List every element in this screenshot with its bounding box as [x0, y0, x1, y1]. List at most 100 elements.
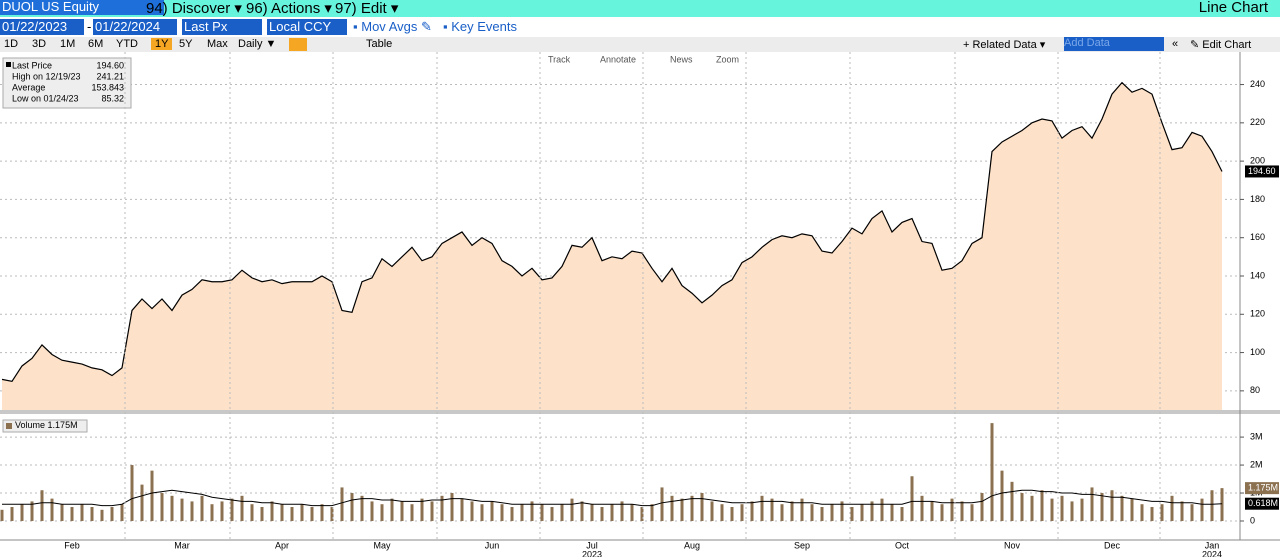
chart-tool[interactable]: Zoom	[716, 54, 739, 64]
chart-tool[interactable]: News	[670, 54, 693, 64]
volume-bar	[90, 507, 94, 521]
chart: Track Annotate News Zoom 80 100 120 140 160 180 20…	[0, 52, 1280, 557]
volume-bar	[670, 495, 674, 521]
volume-bar	[220, 501, 224, 521]
x-tick-label: Oct	[895, 540, 910, 550]
volume-bar	[480, 504, 484, 521]
volume-bar	[10, 507, 14, 521]
volume-bar	[440, 495, 444, 521]
volume-bar	[800, 498, 804, 521]
y-tick-label: 120	[1250, 309, 1265, 319]
legend-value: 194.60	[96, 60, 124, 70]
y-tick-label: 2M	[1250, 459, 1263, 469]
x-tick-label: Jul	[586, 540, 598, 550]
collapse[interactable]: «	[1172, 38, 1179, 50]
volume-bar	[490, 501, 494, 521]
range-button[interactable]: 1D	[4, 38, 19, 50]
volume-bar	[510, 507, 514, 521]
y-tick-label: 220	[1250, 117, 1265, 127]
x-tick-label: Jan	[1205, 540, 1220, 550]
volume-bar	[910, 476, 914, 521]
range-button[interactable]: Max	[207, 38, 228, 50]
volume-bar	[580, 501, 584, 521]
y-tick-label: 80	[1250, 385, 1260, 395]
end-date[interactable]: 01/22/2024	[93, 19, 177, 35]
range-button[interactable]: 1Y	[151, 38, 173, 50]
volume-bar	[620, 501, 624, 521]
range-button[interactable]: 1M	[60, 38, 76, 50]
menu-label[interactable]: 96) Actions	[246, 0, 321, 17]
option[interactable]: ▪ Mov Avgs ✎	[353, 19, 432, 34]
menu[interactable]: 96) Actions ▾	[246, 0, 332, 17]
legend-name: Volume	[15, 420, 45, 430]
volume-bar	[1210, 490, 1214, 521]
menu[interactable]: 94) Discover ▾	[146, 0, 242, 17]
volume-bar	[350, 493, 354, 521]
chart-type[interactable]	[289, 38, 307, 51]
x-tick-label: Feb	[64, 540, 80, 550]
related-label[interactable]: Related Data	[972, 39, 1037, 51]
range-button[interactable]: 5Y	[179, 38, 193, 50]
field[interactable]: Last Px	[182, 19, 262, 35]
toolbar: 01/22/2023 - 01/22/2024 Last Px Local CC…	[0, 19, 1280, 37]
option[interactable]: ▪ Key Events	[443, 19, 517, 34]
last-value-label: 1.175M	[1248, 483, 1278, 493]
volume-bar	[190, 501, 194, 521]
volume-bar	[1140, 504, 1144, 521]
ticker[interactable]: DUOL US Equity	[0, 0, 164, 15]
volume-bar	[720, 504, 724, 521]
volume-bar	[250, 504, 254, 521]
currency[interactable]: Local CCY	[267, 19, 347, 35]
volume-bar	[50, 498, 54, 521]
volume-bar	[320, 504, 324, 521]
volume-bar	[1170, 495, 1174, 521]
chart-tool[interactable]: Annotate	[600, 54, 636, 64]
legend-box	[2, 57, 132, 109]
volume-bar	[70, 507, 74, 521]
volume-bar	[810, 504, 814, 521]
view-name: Line Chart	[1198, 0, 1268, 16]
edit-chart[interactable]: ✎ Edit Chart	[1190, 39, 1252, 51]
frequency-label[interactable]: Daily	[238, 38, 263, 50]
range-button[interactable]: YTD	[116, 38, 138, 50]
table-button[interactable]: Table	[366, 38, 393, 50]
volume-bar	[20, 504, 24, 521]
volume-bar	[280, 504, 284, 521]
area	[2, 82, 1222, 410]
volume-bar	[640, 507, 644, 521]
volume-bar	[210, 504, 214, 521]
range-button[interactable]: 3D	[32, 38, 47, 50]
legend-label: Low on 01/24/23	[12, 93, 79, 103]
option-label[interactable]: Mov Avgs	[361, 19, 418, 34]
x-tick-label: Apr	[275, 540, 289, 550]
y-tick-label: 200	[1250, 155, 1265, 165]
range-bar: Daily ▼ Table + Related Data ▾ Add Data …	[0, 37, 1280, 52]
menu[interactable]: 97) Edit ▾	[335, 0, 399, 17]
menu-label[interactable]: 97) Edit	[335, 0, 387, 17]
volume-bar	[340, 487, 344, 521]
volume-bar	[170, 495, 174, 521]
range-button[interactable]: 6M	[88, 38, 104, 50]
volume-bar	[930, 501, 934, 521]
legend-swatch	[6, 423, 12, 429]
last-value-label: 0.618M	[1248, 498, 1278, 508]
add-data[interactable]: Add Data	[1064, 37, 1164, 51]
volume-bar	[40, 490, 44, 521]
volume-bar	[0, 509, 4, 521]
frequency[interactable]: Daily ▼	[238, 38, 277, 50]
volume-bar	[540, 504, 544, 521]
related-data[interactable]: + Related Data ▾	[963, 39, 1046, 51]
menu-label[interactable]: 94) Discover	[146, 0, 231, 17]
start-date[interactable]: 01/22/2023	[0, 19, 84, 35]
volume-bar	[370, 501, 374, 521]
volume-bar	[1200, 498, 1204, 521]
chart-tool[interactable]: Track	[548, 54, 571, 64]
volume-bar	[920, 495, 924, 521]
edit-label[interactable]: Edit Chart	[1202, 39, 1252, 51]
volume-bar	[690, 495, 694, 521]
option-label[interactable]: Key Events	[451, 19, 517, 34]
volume-bar	[900, 507, 904, 521]
volume-bar	[270, 501, 274, 521]
volume-bar	[1060, 495, 1064, 521]
